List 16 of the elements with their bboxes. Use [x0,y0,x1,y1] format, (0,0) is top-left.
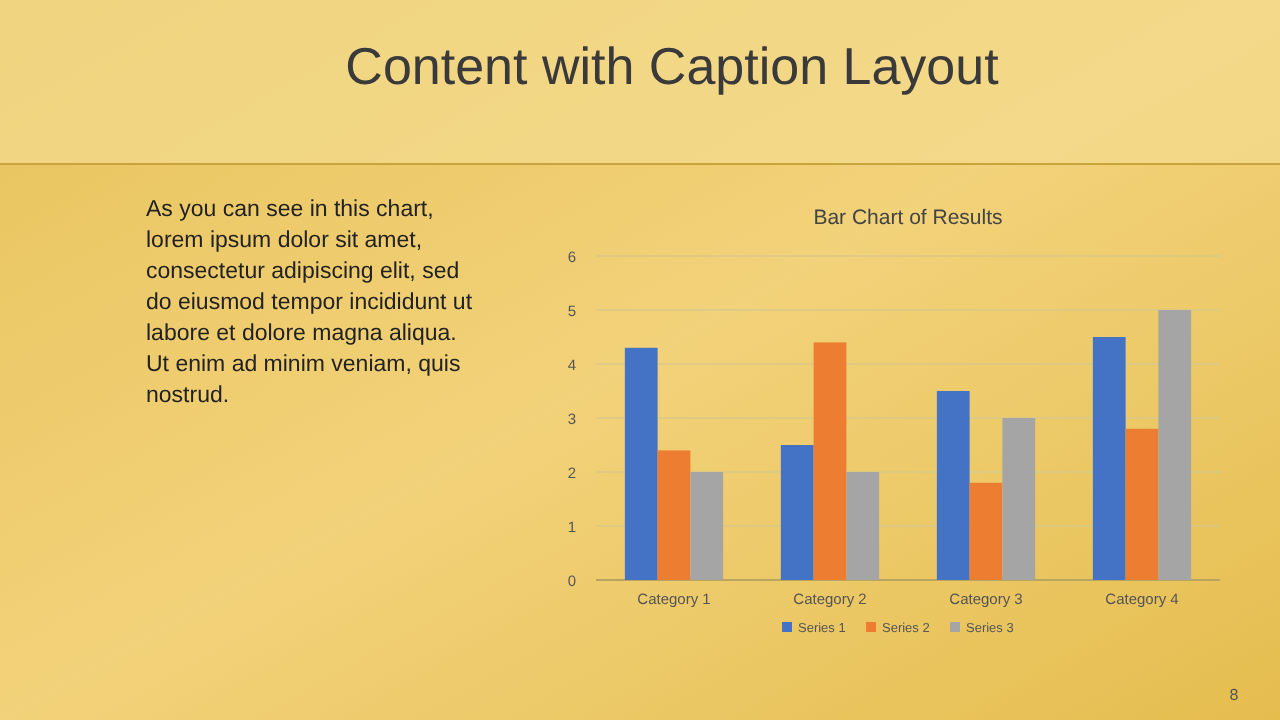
bar [624,347,658,580]
text: As you can see in this chart, lorem ipsum dolor sit amet, consectetur adipiscing elit, sed do eiusmod tempor incididunt ut labore et dolore magna aliqua. Ut enim ad minim veniam, quis nostrud. [146,198,474,408]
text: Content with Caption Layout [345,36,1001,96]
bar [1092,337,1126,580]
chart-title: Bar Chart of Results [813,206,1003,230]
bar [936,391,970,580]
bar [813,342,847,580]
bar [846,472,880,580]
bar [657,450,691,580]
bar [1158,310,1192,580]
text: 8 [1229,686,1240,704]
bar [690,472,724,580]
bar [969,482,1003,580]
bar [780,445,814,580]
bar [1002,418,1036,580]
bar [1125,428,1159,580]
